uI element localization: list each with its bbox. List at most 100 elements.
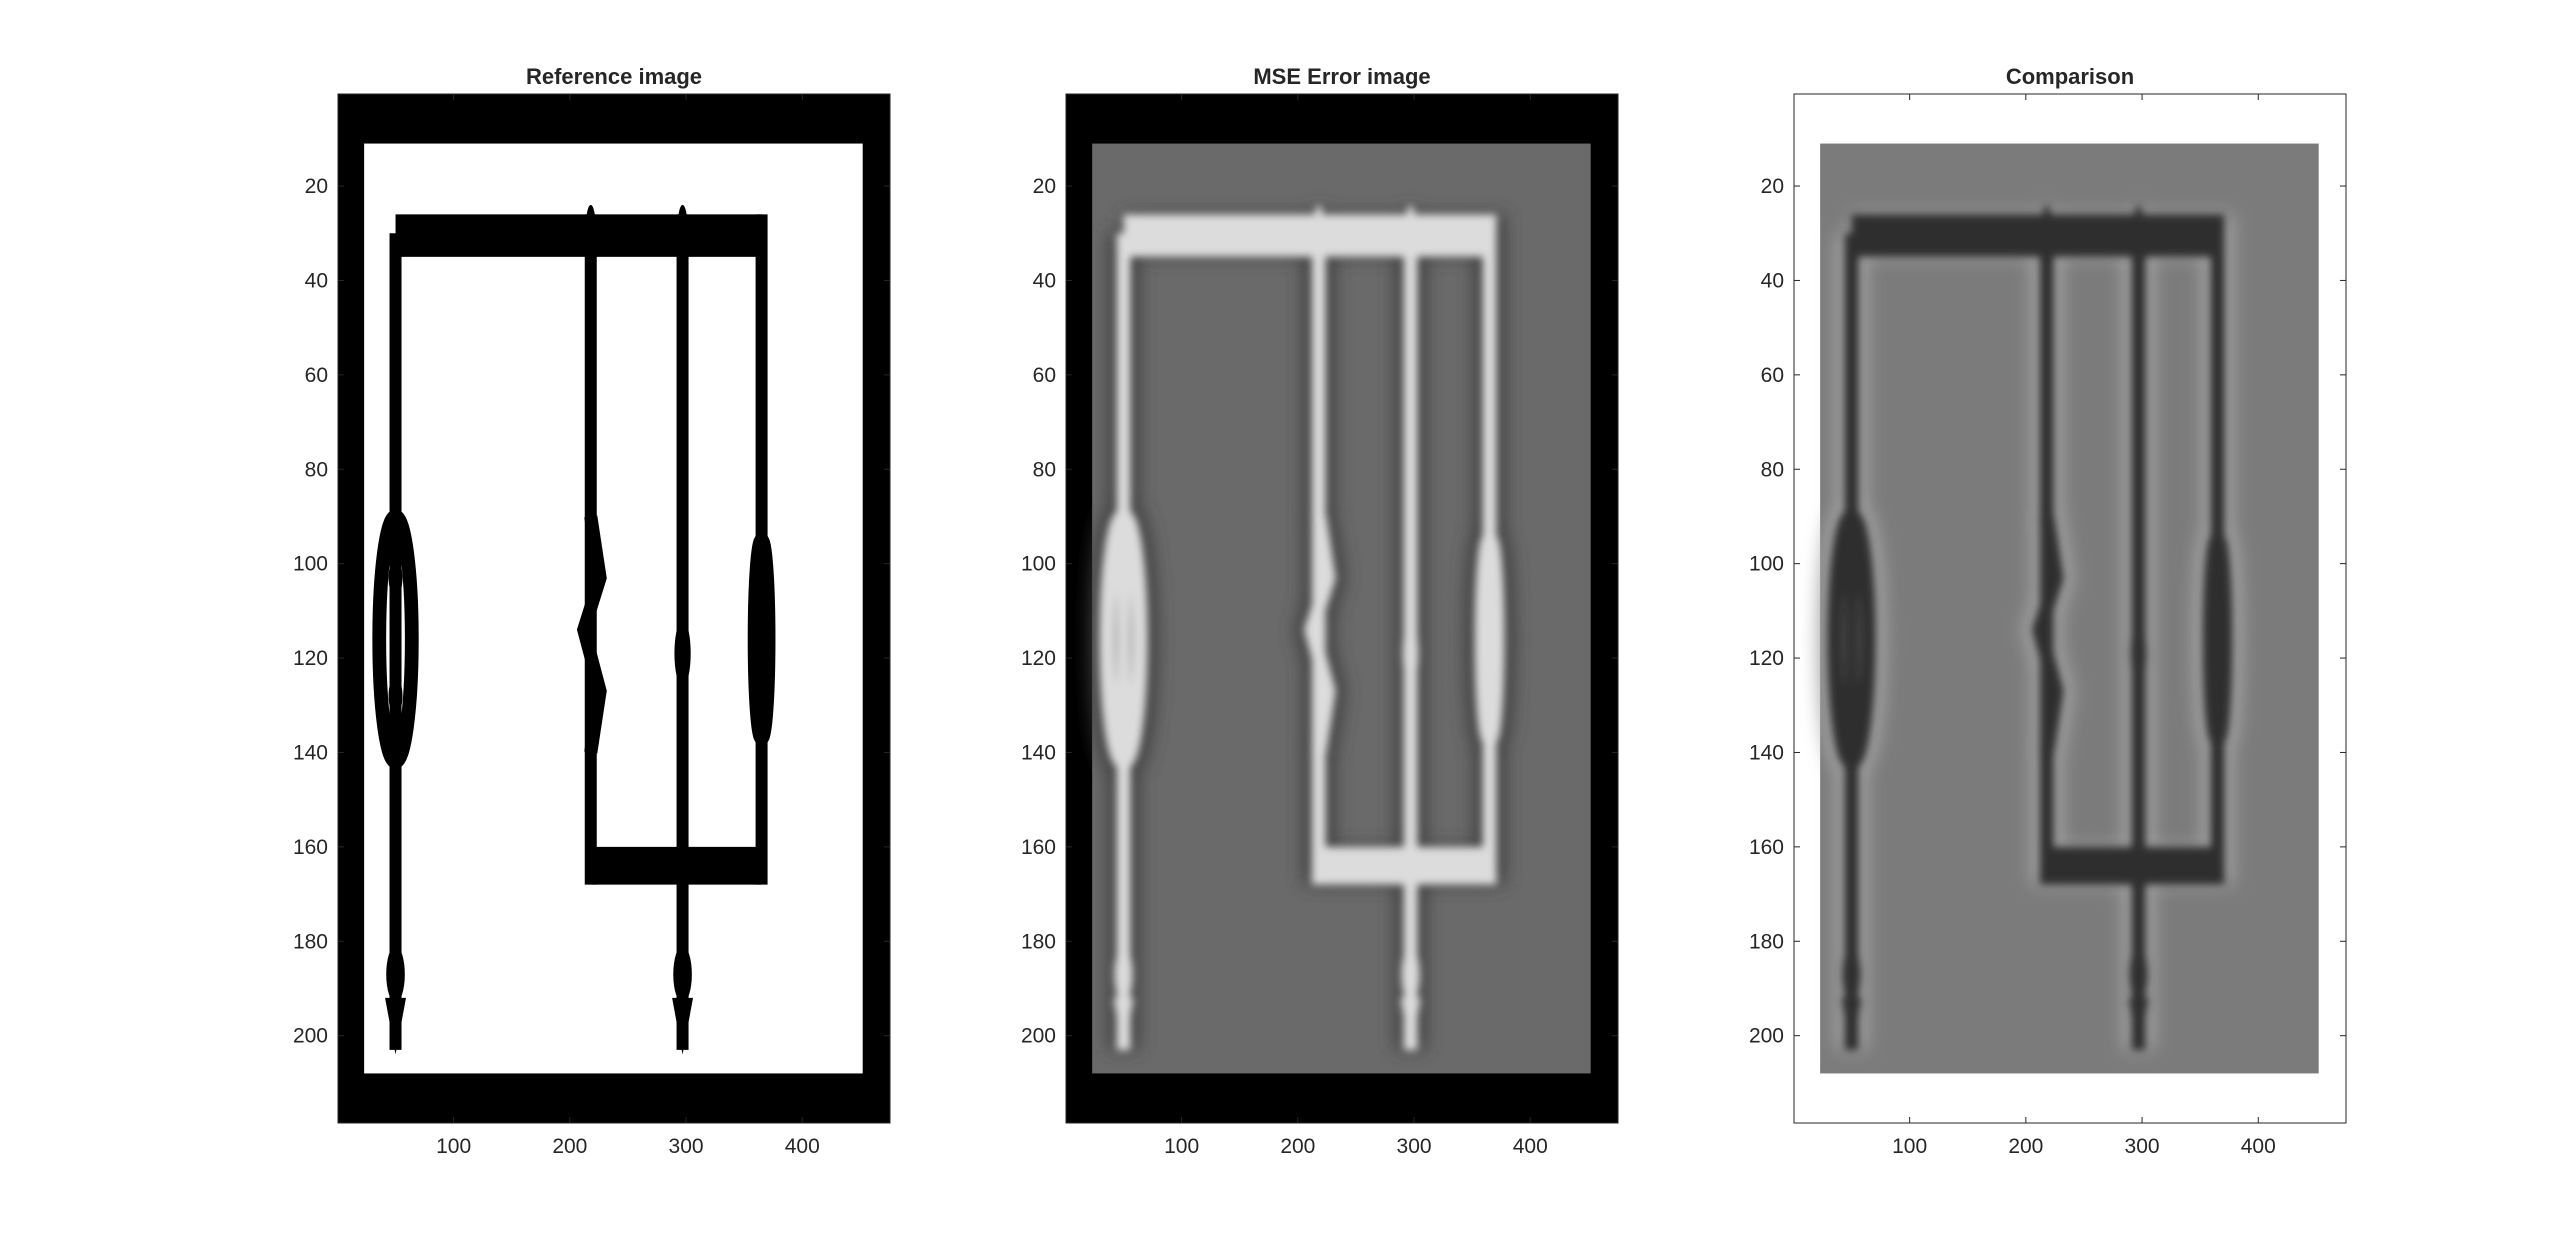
node-blob	[1483, 662, 1496, 710]
y-tick-label: 200	[1749, 1025, 1784, 1048]
y-tick-label: 80	[1761, 458, 1784, 481]
schematic-strokes	[372, 204, 776, 1055]
panel-title: Comparison	[2006, 64, 2134, 89]
y-tick-label: 160	[293, 836, 328, 859]
reference-image-panel: Reference image 204060801001201401601802…	[293, 64, 891, 1158]
y-tick-label: 100	[1021, 553, 1056, 576]
x-axis: 100 200 300 400	[1164, 94, 1548, 1158]
image-area	[337, 93, 891, 1124]
x-tick-label: 200	[1280, 1135, 1315, 1158]
y-tick-label: 120	[1021, 647, 1056, 670]
y-tick-label: 180	[1749, 930, 1784, 953]
node-blob	[1314, 204, 1324, 243]
panel-title: MSE Error image	[1253, 64, 1430, 89]
y-tick-label: 40	[1033, 269, 1056, 292]
node-blob	[1402, 620, 1419, 687]
node-blob	[2129, 945, 2148, 1003]
x-tick-label: 400	[785, 1135, 820, 1158]
x-tick-label: 200	[552, 1135, 587, 1158]
node-blob	[386, 945, 405, 1003]
x-tick-label: 300	[669, 1135, 704, 1158]
y-tick-label: 20	[305, 175, 328, 198]
node-blob	[2133, 204, 2144, 243]
bus-bar	[1851, 214, 2218, 257]
loop-element	[1827, 508, 1876, 770]
y-tick-label: 200	[293, 1025, 328, 1048]
image-field	[1092, 143, 1591, 1074]
y-tick-label: 180	[293, 930, 328, 953]
x-tick-label: 300	[1397, 1135, 1432, 1158]
node-blob	[1405, 204, 1416, 243]
loop-element	[2202, 532, 2233, 747]
y-axis: 20 40 60 80 100 120 140 160 180 200	[1021, 175, 1618, 1048]
loop-element	[372, 509, 419, 769]
node-blob	[2211, 662, 2224, 710]
node-blob	[755, 662, 768, 710]
y-axis: 20 40 60 80 100 120 140 160 180 200	[1749, 175, 2346, 1048]
node-blob	[2211, 568, 2224, 616]
schematic-strokes	[1099, 204, 1505, 1055]
x-tick-label: 300	[2125, 1135, 2160, 1158]
y-tick-label: 120	[1749, 647, 1784, 670]
y-tick-label: 100	[1749, 553, 1784, 576]
y-tick-label: 100	[293, 553, 328, 576]
y-tick-label: 60	[305, 364, 328, 387]
node-blob	[677, 204, 688, 243]
node-blob	[1116, 558, 1131, 597]
axes-box	[1793, 93, 2347, 1124]
node-blob	[586, 204, 596, 243]
node-blob	[1844, 558, 1859, 597]
y-axis: 20 40 60 80 100 120 140 160 180 200	[293, 175, 890, 1048]
y-tick-label: 160	[1021, 836, 1056, 859]
arrow-tip	[1841, 997, 1862, 1055]
zigzag-element	[1303, 515, 1336, 754]
axes-box	[1065, 93, 1619, 1124]
arrow-tip	[1400, 997, 1422, 1055]
node-blob	[388, 676, 403, 715]
loop-element	[1099, 508, 1148, 770]
image-area	[1065, 93, 1619, 1124]
y-tick-label: 60	[1761, 364, 1784, 387]
y-tick-label: 180	[1021, 930, 1056, 953]
comparison-panel: Comparison 20 40 60 80 100 120 140 160 180 200 10…	[1749, 64, 2347, 1158]
y-tick-label: 60	[1033, 364, 1056, 387]
y-tick-label: 200	[1021, 1025, 1056, 1048]
y-tick-label: 40	[305, 269, 328, 292]
x-tick-label: 200	[2008, 1135, 2043, 1158]
node-blob	[2130, 620, 2147, 687]
zigzag-element	[576, 515, 607, 754]
image-field	[1820, 143, 2319, 1074]
y-tick-label: 120	[293, 647, 328, 670]
y-tick-label: 20	[1761, 175, 1784, 198]
image-field	[364, 143, 863, 1074]
x-tick-label: 100	[1892, 1135, 1927, 1158]
bus-bar	[1123, 214, 1490, 257]
y-tick-label: 40	[1761, 269, 1784, 292]
y-tick-label: 160	[1749, 836, 1784, 859]
image-area	[1793, 93, 2347, 1124]
node-blob	[2042, 204, 2052, 243]
y-tick-label: 140	[1749, 741, 1784, 764]
y-tick-label: 140	[293, 741, 328, 764]
node-blob	[1844, 676, 1859, 715]
node-blob	[755, 568, 768, 616]
panel-title: Reference image	[526, 64, 702, 89]
mse-error-image-panel: MSE Error image 204060801001201401601802…	[1021, 64, 1619, 1158]
schematic-strokes	[1827, 204, 2233, 1055]
arrow-tip	[2128, 997, 2150, 1055]
x-tick-label: 100	[436, 1135, 471, 1158]
loop-element	[1474, 532, 1505, 747]
y-tick-label: 140	[1021, 741, 1056, 764]
arrow-tip	[385, 997, 406, 1055]
y-tick-label: 20	[1033, 175, 1056, 198]
x-axis: 100 200 300 400	[1892, 94, 2276, 1158]
node-blob	[1401, 945, 1420, 1003]
node-blob	[388, 558, 403, 597]
y-tick-label: 80	[1033, 458, 1056, 481]
arrow-tip	[672, 997, 694, 1055]
x-tick-label: 400	[1513, 1135, 1548, 1158]
arrow-tip	[1113, 997, 1134, 1055]
node-blob	[1116, 676, 1131, 715]
node-blob	[674, 620, 691, 687]
